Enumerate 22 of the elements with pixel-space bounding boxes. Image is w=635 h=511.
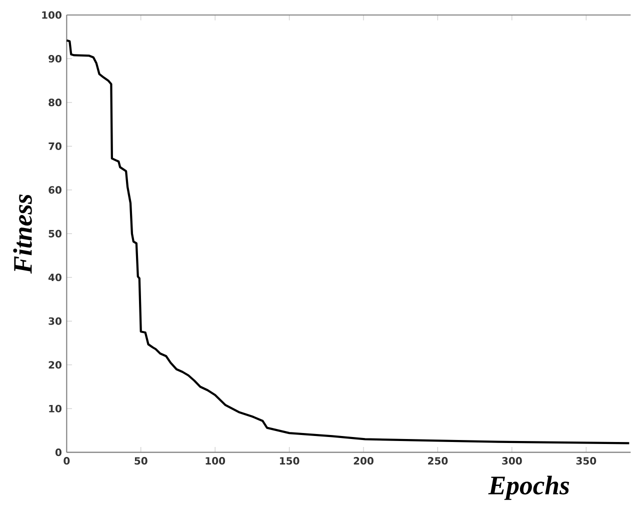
x-tick-label: 200	[354, 457, 374, 465]
x-tick-label: 350	[576, 457, 596, 465]
x-tick-label: 100	[206, 457, 226, 465]
x-tick-label: 50	[134, 457, 148, 465]
y-tick-label: 70	[48, 142, 62, 150]
y-tick-label: 80	[48, 98, 62, 106]
y-tick-label: 90	[48, 54, 62, 63]
x-tick-label: 300	[502, 457, 522, 465]
y-tick-label: 0	[55, 448, 62, 456]
y-tick-label: 20	[48, 361, 62, 369]
x-tick-label: 250	[428, 457, 448, 465]
y-tick-label: 100	[42, 11, 62, 19]
line-series	[66, 39, 630, 444]
y-axis-title: Fitness	[13, 194, 32, 274]
x-axis-title: Epochs	[488, 476, 570, 500]
y-tick-label: 30	[48, 317, 62, 325]
y-tick-label: 50	[48, 230, 62, 238]
y-tick-label: 10	[49, 404, 62, 412]
x-tick-label: 150	[280, 457, 300, 465]
x-tick-label: 0	[64, 457, 70, 465]
y-tick-label: 60	[48, 186, 62, 194]
y-tick-label: 40	[48, 274, 62, 282]
